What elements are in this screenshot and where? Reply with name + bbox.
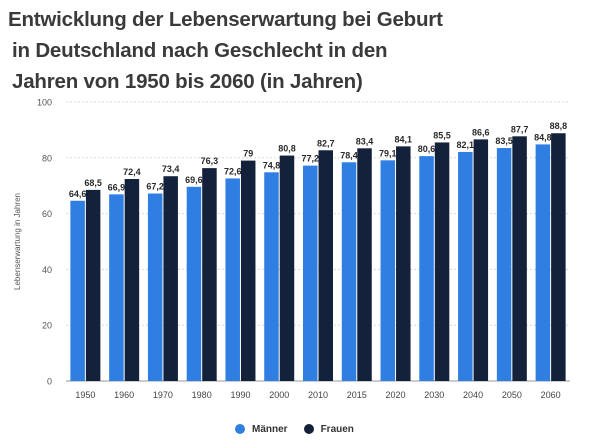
x-tick-label: 2010 (308, 390, 328, 400)
data-label: 79,1 (379, 148, 397, 158)
bar-maenner (264, 172, 279, 381)
x-tick-label: 2040 (463, 390, 483, 400)
bar-maenner (341, 162, 357, 381)
y-tick-label: 20 (42, 321, 52, 331)
bar-frauen (202, 168, 217, 381)
data-label: 88,8 (550, 121, 568, 131)
x-tick-label: 2050 (502, 390, 522, 400)
bar-maenner (186, 186, 202, 381)
data-label: 64,6 (69, 189, 87, 199)
data-label: 72,4 (123, 167, 141, 177)
bar-frauen (512, 136, 527, 381)
y-tick-label: 60 (42, 209, 52, 219)
bar-frauen (434, 142, 450, 381)
x-tick-label: 2015 (347, 390, 367, 400)
x-tick-label: 1960 (114, 390, 134, 400)
data-label: 83,4 (356, 136, 374, 146)
data-label: 84,1 (395, 134, 413, 144)
bar-maenner (535, 144, 551, 381)
data-label: 77,2 (301, 154, 319, 164)
data-label: 86,6 (472, 127, 490, 137)
bar-maenner (419, 156, 434, 381)
x-tick-label: 1970 (153, 390, 173, 400)
title-line-1: Entwicklung der Lebenserwartung bei Gebu… (8, 8, 443, 31)
bar-frauen (318, 150, 333, 381)
x-tick-label: 1980 (192, 390, 212, 400)
x-tick-label: 2000 (269, 390, 289, 400)
data-label: 82,7 (317, 138, 335, 148)
data-label: 82,1 (457, 140, 475, 150)
data-label: 66,9 (108, 182, 126, 192)
data-label: 73,4 (162, 164, 180, 174)
bar-frauen (85, 189, 101, 381)
data-label: 78,4 (340, 150, 358, 160)
data-label: 74,8 (263, 160, 281, 170)
data-label: 85,5 (433, 130, 451, 140)
y-tick-label: 0 (47, 377, 52, 387)
title-line-3: Jahren von 1950 bis 2060 (in Jahren) (12, 70, 363, 93)
data-label: 72,6 (224, 166, 242, 176)
x-tick-label: 1950 (75, 390, 95, 400)
bar-maenner (147, 193, 163, 381)
legend-item-frauen[interactable]: Frauen (303, 423, 354, 435)
y-tick-label: 100 (37, 98, 52, 108)
bar-frauen (124, 179, 140, 381)
legend-item-maenner[interactable]: Männer (235, 424, 288, 435)
chart-title: Entwicklung der Lebenserwartung bei Gebu… (8, 4, 568, 97)
bar-frauen (396, 146, 411, 381)
legend-label-frauen: Frauen (320, 423, 354, 435)
x-tick-label: 1990 (230, 390, 250, 400)
legend: Männer Frauen (235, 422, 370, 436)
x-tick-label: 2030 (424, 390, 444, 400)
data-label: 69,6 (185, 175, 203, 185)
legend-label-maenner: Männer (252, 423, 288, 435)
bar-frauen (163, 176, 178, 381)
data-label: 67,2 (146, 182, 164, 192)
legend-marker-maenner (235, 424, 245, 434)
bar-maenner (70, 200, 85, 381)
data-label: 79 (243, 149, 253, 159)
data-label: 80,6 (418, 144, 436, 154)
data-label: 87,7 (511, 124, 529, 134)
bar-frauen (357, 148, 372, 381)
data-label: 84,8 (534, 132, 552, 142)
data-label: 68,5 (84, 178, 102, 188)
bar-maenner (303, 165, 318, 381)
bar-maenner (496, 148, 512, 381)
bar-frauen (473, 139, 489, 381)
y-axis-label: Lebenserwartung in Jahren (13, 193, 22, 290)
bar-frauen (240, 160, 256, 381)
data-label: 80,8 (278, 144, 296, 154)
y-tick-label: 80 (42, 153, 52, 163)
title-line-2: in Deutschland nach Geschlecht in den (12, 39, 388, 62)
y-tick-label: 40 (42, 265, 52, 275)
data-label: 83,5 (495, 136, 513, 146)
bar-maenner (458, 151, 473, 381)
bar-maenner (109, 194, 124, 381)
data-label: 76,3 (201, 156, 219, 166)
bar-maenner (380, 160, 396, 381)
bar-frauen (551, 133, 566, 381)
x-tick-label: 2060 (541, 390, 561, 400)
legend-marker-frauen (303, 424, 314, 434)
bar-maenner (225, 178, 240, 381)
bar-frauen (279, 155, 295, 381)
x-tick-label: 2020 (386, 390, 406, 400)
